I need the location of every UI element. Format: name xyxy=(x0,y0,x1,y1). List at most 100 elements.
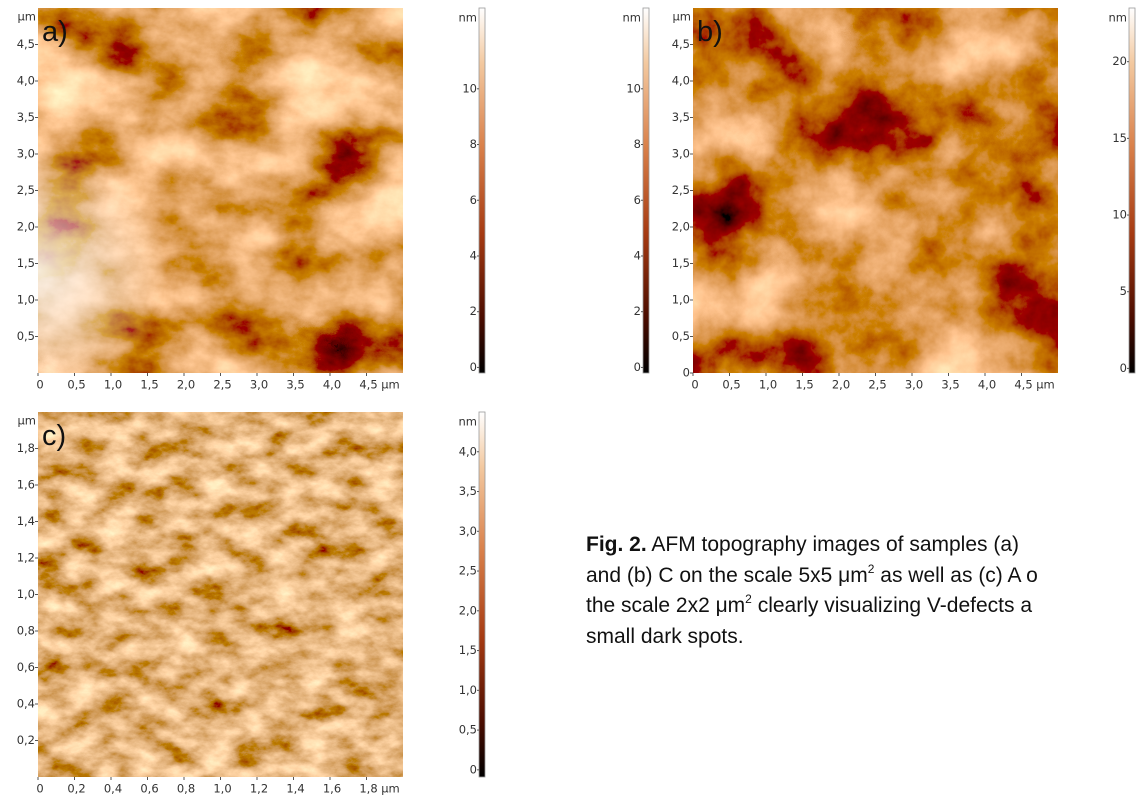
y-tick-label: 0 xyxy=(683,366,690,380)
x-tick-label: 1,5 xyxy=(795,378,813,392)
caption-text: small dark spots. xyxy=(586,625,744,648)
x-tick-label: 4,0 xyxy=(323,378,341,392)
caption-text: and (b) C on the scale 5x5 μm xyxy=(586,564,868,587)
x-tick-label: 2,5 xyxy=(213,378,231,392)
y-unit: µm xyxy=(17,10,36,24)
y-tick-label: 4,5 xyxy=(17,37,35,51)
y-tick-label: 0,4 xyxy=(17,697,35,711)
caption-label: Fig. 2. xyxy=(586,533,647,556)
y-tick-label: 3,0 xyxy=(17,147,35,161)
colorbar-tick-label: 20 xyxy=(1112,54,1127,68)
page: {"panels": [ {"label": "a)", "xlim": [0,… xyxy=(0,0,1141,798)
colorbar-tick-label: 1,0 xyxy=(459,683,477,697)
x-tick-label: 0,4 xyxy=(104,782,122,796)
x-tick-label: 1,0 xyxy=(104,378,122,392)
colorbar-tick-label: 5 xyxy=(1120,284,1127,298)
y-tick-label: 0,2 xyxy=(17,733,35,747)
x-tick-label: 0,6 xyxy=(140,782,158,796)
colorbar-tick-label: 0 xyxy=(1120,361,1127,375)
x-unit: µm xyxy=(381,782,400,796)
colorbar xyxy=(479,8,485,373)
y-tick-label: 2,0 xyxy=(672,220,690,234)
panel-letter: c) xyxy=(42,420,66,452)
caption-line: small dark spots. xyxy=(586,622,1141,653)
x-tick-label: 3,5 xyxy=(286,378,304,392)
colorbar-tick-label: 2,5 xyxy=(459,564,477,578)
colorbar-tick-label: 6 xyxy=(634,193,641,207)
colorbar-unit: nm xyxy=(459,415,478,429)
x-tick-label: 4,5 xyxy=(1014,378,1032,392)
x-tick-label: 0,8 xyxy=(177,782,195,796)
x-tick-label: 0,5 xyxy=(722,378,740,392)
colorbar-tick-label: 0 xyxy=(634,360,641,374)
y-tick-label: 0,5 xyxy=(672,329,690,343)
y-tick-label: 3,0 xyxy=(672,147,690,161)
afm-image xyxy=(38,412,403,777)
figure-caption: Fig. 2. AFM topography images of samples… xyxy=(586,530,1141,652)
y-tick-label: 3,5 xyxy=(672,110,690,124)
y-tick-label: 0,5 xyxy=(17,329,35,343)
y-tick-label: 0,6 xyxy=(17,660,35,674)
y-tick-label: 1,2 xyxy=(17,551,35,565)
x-tick-label: 1,0 xyxy=(213,782,231,796)
y-tick-label: 1,8 xyxy=(17,441,35,455)
colorbar-unit: nm xyxy=(623,11,642,25)
colorbar-tick-label: 3,0 xyxy=(459,524,477,538)
colorbar-tick-label: 3,5 xyxy=(459,484,477,498)
x-tick-label: 0 xyxy=(36,782,43,796)
colorbar-unit: nm xyxy=(1109,11,1128,25)
colorbar-tick-label: 10 xyxy=(626,81,641,95)
y-tick-label: 0,8 xyxy=(17,624,35,638)
y-tick-label: 2,0 xyxy=(17,220,35,234)
x-tick-label: 2,0 xyxy=(177,378,195,392)
superscript: 2 xyxy=(745,592,752,606)
colorbar-tick-label: 4 xyxy=(634,248,641,262)
x-tick-label: 1,6 xyxy=(323,782,341,796)
caption-text: AFM topography images of samples (a) xyxy=(651,533,1019,556)
x-tick-label: 1,0 xyxy=(759,378,777,392)
x-tick-label: 1,8 xyxy=(359,782,377,796)
colorbar-tick-label: 1,5 xyxy=(459,643,477,657)
colorbar-tick-label: 2 xyxy=(634,304,641,318)
x-tick-label: 0 xyxy=(691,378,698,392)
caption-text: clearly visualizing V-defects a xyxy=(758,594,1032,617)
panels: a) 0 0,5 1,0 1,5 2,0 2,5 3,0 3,5 4,0 4,5 µm 0,5 1,0 1,… xyxy=(17,8,1135,796)
x-tick-label: 1,5 xyxy=(140,378,158,392)
caption-line: Fig. 2. AFM topography images of samples… xyxy=(586,530,1141,561)
y-tick-label: 4,0 xyxy=(17,74,35,88)
y-unit: µm xyxy=(672,10,691,24)
panel-letter: a) xyxy=(42,16,68,48)
x-tick-label: 1,4 xyxy=(286,782,304,796)
figure: a) 0 0,5 1,0 1,5 2,0 2,5 3,0 3,5 4,0 4,5 µm 0,5 1,0 1,… xyxy=(0,0,1141,798)
colorbar-tick-label: 2,0 xyxy=(459,603,477,617)
colorbar-tick-label: 10 xyxy=(1112,208,1127,222)
colorbar-tick-label: 10 xyxy=(462,81,477,95)
colorbar-tick-label: 4,0 xyxy=(459,444,477,458)
y-tick-label: 1,0 xyxy=(17,293,35,307)
x-tick-label: 4,5 xyxy=(359,378,377,392)
superscript: 2 xyxy=(868,562,875,576)
y-tick-label: 3,5 xyxy=(17,110,35,124)
colorbar-unit: nm xyxy=(459,11,478,25)
colorbar-tick-label: 6 xyxy=(470,193,477,207)
y-tick-label: 1,5 xyxy=(672,256,690,270)
x-unit: µm xyxy=(381,378,400,392)
caption-line: and (b) C on the scale 5x5 μm2 as well a… xyxy=(586,561,1141,592)
x-unit: µm xyxy=(1036,378,1055,392)
colorbar xyxy=(479,412,485,777)
bright-region xyxy=(38,8,403,373)
colorbar-tick-label: 4 xyxy=(470,248,477,262)
colorbar-tick-label: 0 xyxy=(470,360,477,374)
colorbar-tick-label: 8 xyxy=(634,137,641,151)
x-tick-label: 3,0 xyxy=(250,378,268,392)
x-tick-label: 3,5 xyxy=(941,378,959,392)
y-tick-label: 1,4 xyxy=(17,514,35,528)
y-tick-label: 1,0 xyxy=(672,293,690,307)
colorbar xyxy=(643,8,649,373)
y-tick-label: 4,0 xyxy=(672,74,690,88)
y-tick-label: 2,5 xyxy=(672,183,690,197)
x-tick-label: 1,2 xyxy=(250,782,268,796)
x-tick-label: 0,5 xyxy=(67,378,85,392)
colorbar-tick-label: 0,5 xyxy=(459,723,477,737)
caption-text: as well as (c) A o xyxy=(880,564,1038,587)
